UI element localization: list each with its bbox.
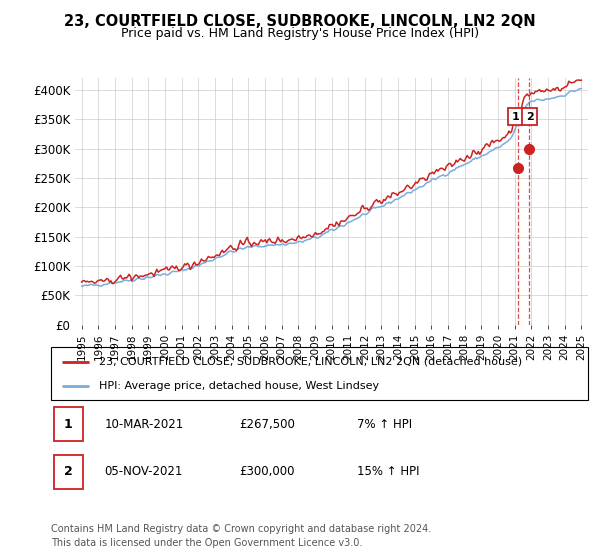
Bar	[53, 455, 83, 488]
Bar	[53, 408, 83, 441]
Text: £300,000: £300,000	[239, 465, 295, 478]
Text: 23, COURTFIELD CLOSE, SUDBROOKE, LINCOLN, LN2 2QN (detached house): 23, COURTFIELD CLOSE, SUDBROOKE, LINCOLN…	[100, 357, 523, 367]
Text: 2: 2	[64, 465, 73, 478]
Text: Contains HM Land Registry data © Crown copyright and database right 2024.
This d: Contains HM Land Registry data © Crown c…	[51, 524, 431, 548]
Text: £267,500: £267,500	[239, 418, 295, 431]
Text: HPI: Average price, detached house, West Lindsey: HPI: Average price, detached house, West…	[100, 381, 379, 391]
Text: 05-NOV-2021: 05-NOV-2021	[105, 465, 183, 478]
Text: Price paid vs. HM Land Registry's House Price Index (HPI): Price paid vs. HM Land Registry's House …	[121, 27, 479, 40]
Text: 10-MAR-2021: 10-MAR-2021	[105, 418, 184, 431]
Text: 2: 2	[526, 111, 533, 122]
Text: 23, COURTFIELD CLOSE, SUDBROOKE, LINCOLN, LN2 2QN: 23, COURTFIELD CLOSE, SUDBROOKE, LINCOLN…	[64, 14, 536, 29]
Text: 1: 1	[512, 111, 519, 122]
Text: 1: 1	[64, 418, 73, 431]
Text: 15% ↑ HPI: 15% ↑ HPI	[357, 465, 419, 478]
Text: 7% ↑ HPI: 7% ↑ HPI	[357, 418, 412, 431]
